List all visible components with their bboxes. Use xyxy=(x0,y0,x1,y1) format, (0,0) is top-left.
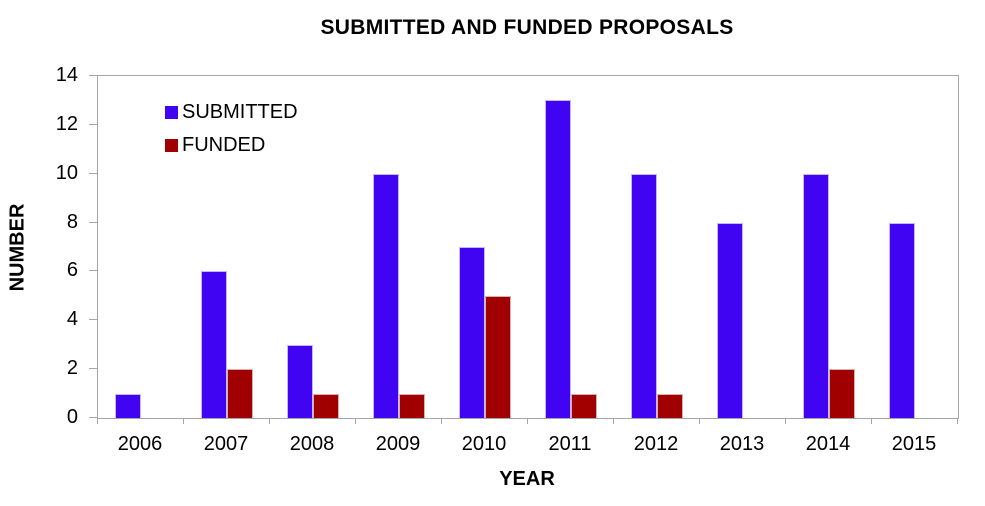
funded-swatch-icon xyxy=(165,139,178,152)
bar-funded-2011 xyxy=(571,394,597,418)
bar-submitted-2010 xyxy=(459,247,485,418)
y-tick-label-4: 4 xyxy=(66,308,78,330)
bar-group-2006 xyxy=(98,76,184,418)
submitted-swatch-icon xyxy=(165,106,178,119)
y-tick-mark-2 xyxy=(89,368,97,369)
x-category-label-2012: 2012 xyxy=(633,433,679,455)
y-tick-mark-12 xyxy=(89,124,97,125)
plot-area xyxy=(97,75,959,419)
x-tick-mark-7 xyxy=(699,418,700,424)
x-category-label-2011: 2011 xyxy=(548,433,592,455)
y-tick-mark-4 xyxy=(89,319,97,320)
bar-funded-2007 xyxy=(227,369,253,418)
bar-funded-2014 xyxy=(829,369,855,418)
bar-submitted-2012 xyxy=(631,174,657,418)
y-tick-label-6: 6 xyxy=(66,259,78,281)
chart-title: SUBMITTED AND FUNDED PROPOSALS xyxy=(320,16,734,39)
bar-submitted-2013 xyxy=(717,223,743,418)
y-tick-label-2: 2 xyxy=(66,357,78,379)
x-category-label-2015: 2015 xyxy=(891,433,937,455)
bar-funded-2008 xyxy=(313,394,339,418)
x-tick-mark-5 xyxy=(527,418,528,424)
legend-label-submitted: SUBMITTED xyxy=(182,101,298,123)
bar-submitted-2014 xyxy=(803,174,829,418)
bar-group-2015 xyxy=(872,76,958,418)
bar-submitted-2007 xyxy=(201,271,227,418)
y-tick-mark-10 xyxy=(89,173,97,174)
bar-submitted-2015 xyxy=(889,223,915,418)
bar-group-2014 xyxy=(786,76,872,418)
plot-groups xyxy=(98,76,958,418)
x-category-label-2009: 2009 xyxy=(375,433,421,455)
y-tick-label-8: 8 xyxy=(66,211,78,233)
y-tick-label-10: 10 xyxy=(55,162,78,184)
y-tick-label-12: 12 xyxy=(55,113,78,135)
x-category-label-2014: 2014 xyxy=(805,433,851,455)
bar-submitted-2009 xyxy=(373,174,399,418)
x-tick-mark-3 xyxy=(355,418,356,424)
x-axis-title: YEAR xyxy=(499,468,555,490)
bar-group-2009 xyxy=(356,76,442,418)
x-tick-mark-8 xyxy=(785,418,786,424)
bar-group-2011 xyxy=(528,76,614,418)
x-tick-mark-6 xyxy=(613,418,614,424)
x-category-label-2006: 2006 xyxy=(117,433,163,455)
x-category-label-2013: 2013 xyxy=(719,433,765,455)
y-axis-title: NUMBER xyxy=(6,203,29,292)
bar-submitted-2006 xyxy=(115,394,141,418)
legend-item-submitted: SUBMITTED xyxy=(165,101,298,124)
bar-group-2010 xyxy=(442,76,528,418)
x-category-label-2008: 2008 xyxy=(289,433,335,455)
x-tick-mark-10 xyxy=(957,418,958,424)
y-tick-mark-8 xyxy=(89,222,97,223)
x-tick-mark-1 xyxy=(183,418,184,424)
bar-group-2012 xyxy=(614,76,700,418)
y-tick-mark-0 xyxy=(89,417,97,418)
bar-group-2008 xyxy=(270,76,356,418)
legend-item-funded: FUNDED xyxy=(165,134,298,157)
x-category-label-2007: 2007 xyxy=(203,433,249,455)
x-category-label-2010: 2010 xyxy=(461,433,507,455)
bar-group-2013 xyxy=(700,76,786,418)
legend: SUBMITTED FUNDED xyxy=(165,101,298,157)
bar-funded-2010 xyxy=(485,296,511,418)
bar-funded-2009 xyxy=(399,394,425,418)
bar-submitted-2008 xyxy=(287,345,313,418)
legend-label-funded: FUNDED xyxy=(182,134,266,156)
y-tick-label-0: 0 xyxy=(66,406,78,428)
bar-group-2007 xyxy=(184,76,270,418)
x-tick-mark-4 xyxy=(441,418,442,424)
bar-funded-2012 xyxy=(657,394,683,418)
bar-submitted-2011 xyxy=(545,100,571,418)
x-tick-mark-2 xyxy=(269,418,270,424)
x-tick-mark-0 xyxy=(97,418,98,424)
y-tick-label-14: 14 xyxy=(55,64,78,86)
y-tick-mark-6 xyxy=(89,270,97,271)
x-tick-mark-9 xyxy=(871,418,872,424)
y-tick-mark-14 xyxy=(89,75,97,76)
